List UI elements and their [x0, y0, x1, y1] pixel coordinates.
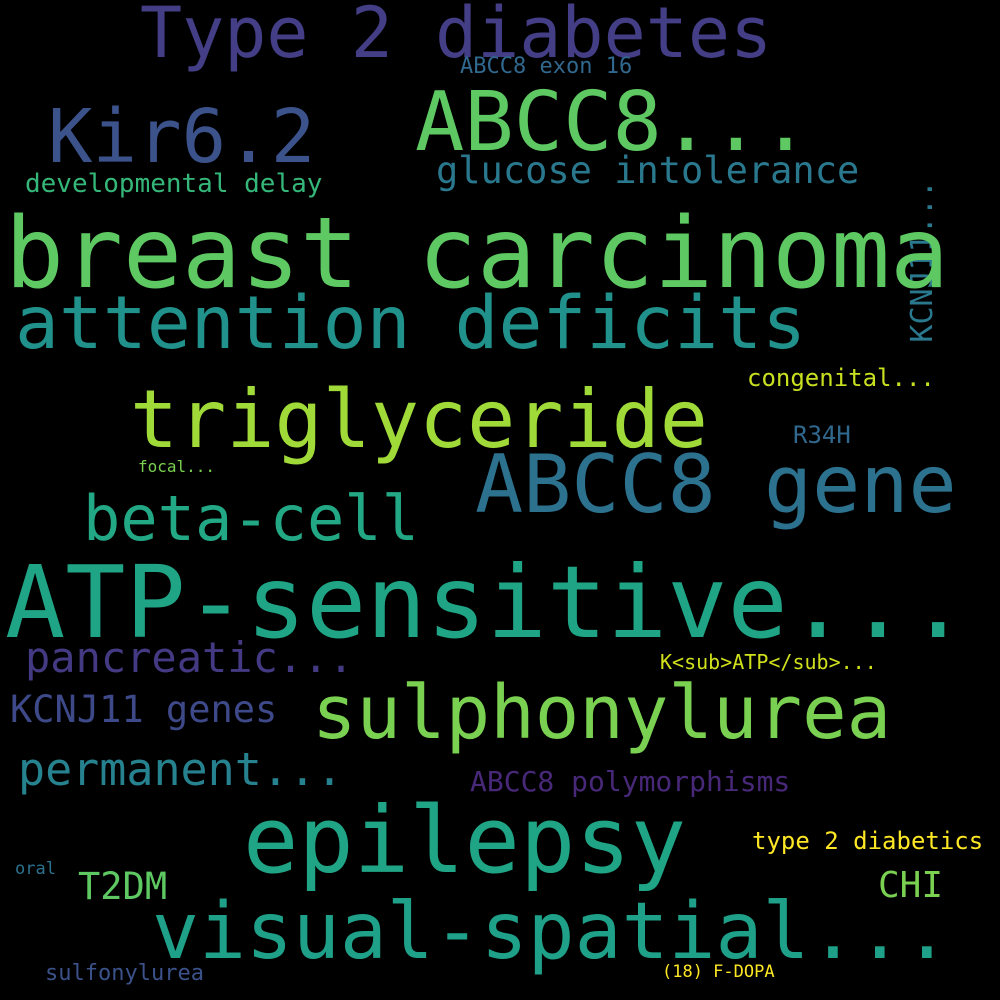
word-pancreatic: pancreatic... [25, 633, 354, 682]
word-katp: K<sub>ATP</sub>... [660, 650, 877, 674]
word-sulfonylurea: sulfonylurea [45, 961, 204, 986]
word-oral: oral [15, 859, 56, 879]
word-r34h: R34H [793, 421, 851, 449]
word-abcc8: ABCC8... [415, 75, 810, 170]
word-type-2-diabetics: type 2 diabetics [752, 827, 984, 855]
word-abcc8-exon-16: ABCC8 exon 16 [460, 54, 633, 79]
word-type-2-diabetes: Type 2 diabetes [140, 0, 773, 74]
word-beta-cell: beta-cell [83, 482, 419, 555]
word-triglyceride: triglyceride [130, 373, 708, 466]
word-18-f-dopa: (18) F-DOPA [662, 962, 775, 982]
word-developmental-delay: developmental delay [25, 169, 323, 199]
word-kir6-2: Kir6.2 [48, 94, 316, 180]
word-breast-carcinoma: breast carcinoma [5, 197, 950, 311]
word-focal: focal... [138, 457, 216, 476]
word-congenital: congenital... [747, 364, 935, 392]
word-t2dm: T2DM [78, 865, 168, 908]
word-epilepsy: epilepsy [243, 787, 687, 894]
word-abcc8-polymorphisms: ABCC8 polymorphisms [470, 765, 791, 798]
word-permanent: permanent... [18, 743, 344, 796]
word-atp-sensitive: ATP-sensitive... [5, 544, 969, 661]
word-abcc8-gene: ABCC8 gene [475, 438, 957, 531]
word-visual-spatial: visual-spatial... [152, 887, 951, 977]
word-sulphonylurea: sulphonylurea [312, 670, 892, 756]
word-glucose-intolerance: glucose intolerance [436, 149, 860, 192]
word-chi: CHI [878, 865, 944, 906]
word-kcnj11-genes: KCNJ11 genes [10, 688, 278, 731]
word-attention-deficits: attention deficits [15, 281, 807, 366]
